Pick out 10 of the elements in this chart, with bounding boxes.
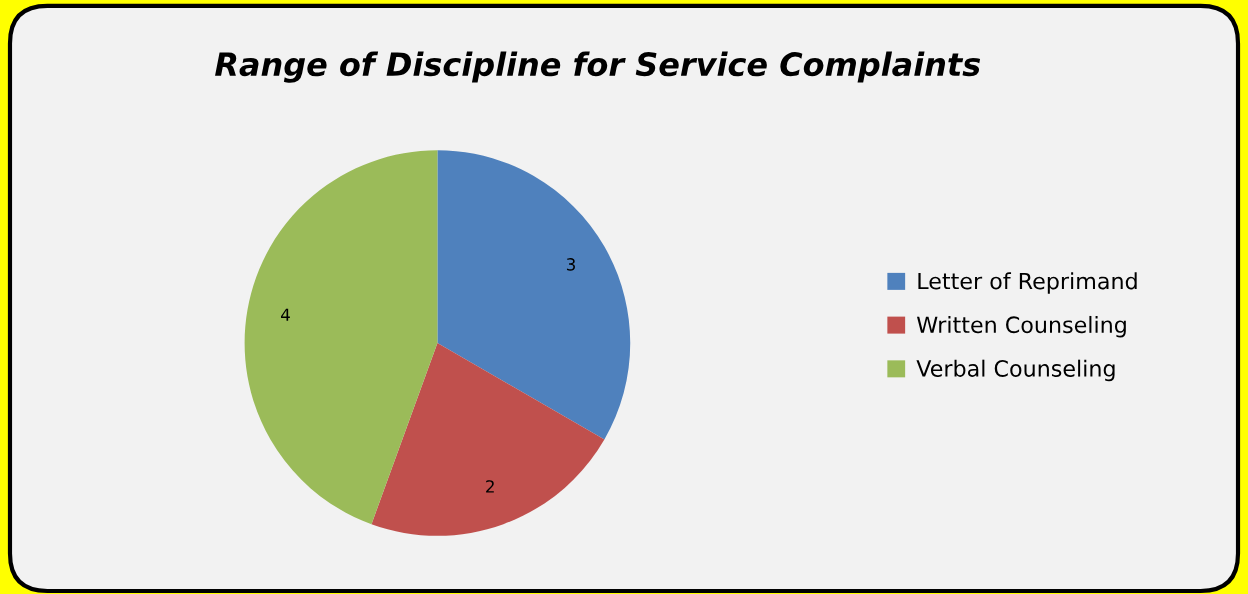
legend-label: Written Counseling bbox=[916, 315, 1126, 338]
pie-slice bbox=[437, 150, 631, 440]
pie-slice bbox=[244, 150, 438, 525]
legend-label: Verbal Counseling bbox=[916, 359, 1115, 382]
data-label: 3 bbox=[566, 258, 575, 271]
data-label: 4 bbox=[281, 308, 290, 321]
pie-slice bbox=[371, 342, 605, 536]
data-label: 2 bbox=[486, 480, 494, 493]
chart-title: Range of Discipline for Service Complaints bbox=[215, 51, 981, 83]
legend-label: Letter of Reprimand bbox=[918, 272, 1137, 294]
